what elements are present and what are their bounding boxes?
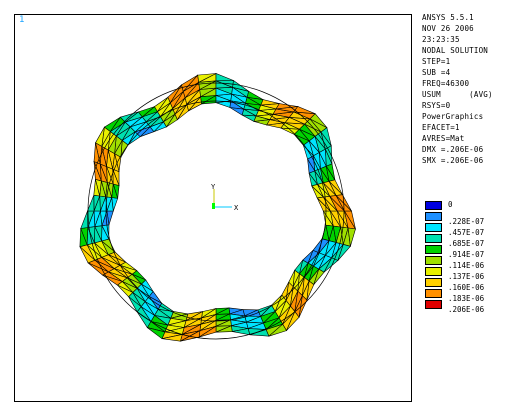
mesh-element — [286, 311, 300, 331]
mesh-element — [102, 274, 123, 286]
info-line: STEP=1 — [422, 57, 451, 66]
mesh-element — [79, 246, 96, 264]
mesh-element — [80, 210, 89, 229]
mesh-elements — [79, 73, 357, 342]
legend-entry: .228E-07 — [425, 211, 515, 226]
mesh-element — [93, 179, 101, 197]
mesh-element — [167, 84, 182, 104]
legend-value: .685E-07 — [448, 239, 485, 248]
legend-value: .914E-07 — [448, 250, 485, 259]
legend-value: 0 — [448, 200, 453, 209]
legend-swatch — [425, 289, 442, 298]
info-line: EFACET=1 — [422, 123, 460, 132]
legend-swatch — [425, 234, 442, 243]
mesh-element — [309, 113, 328, 128]
legend-value: .457E-07 — [448, 228, 485, 237]
info-line: ANSYS 5.5.1 — [422, 13, 474, 22]
legend-entry: .160E-06 — [425, 277, 515, 292]
mesh-element — [293, 106, 316, 114]
mesh-element — [320, 127, 332, 146]
info-line: DMX =.206E-06 — [422, 145, 484, 154]
mesh-element — [180, 330, 201, 342]
mesh-element — [328, 179, 343, 195]
legend-entry: .137E-06 — [425, 266, 515, 281]
mesh-element — [197, 73, 217, 83]
info-line: FREQ=46300 — [422, 79, 470, 88]
legend-value: .114E-06 — [448, 261, 485, 270]
mesh-element — [298, 294, 308, 318]
legend-swatch — [425, 267, 442, 276]
mesh-element — [147, 327, 166, 340]
mesh-element — [268, 323, 287, 337]
undeformed-outline — [87, 82, 345, 340]
legend-value: .206E-06 — [448, 305, 485, 314]
mesh-element — [95, 126, 105, 147]
legend-swatch — [425, 300, 442, 309]
legend-entry: .114E-06 — [425, 255, 515, 270]
triad-y-label: Y — [211, 183, 216, 191]
mesh-element — [325, 163, 336, 180]
mesh-element — [79, 228, 88, 248]
legend-value: .137E-06 — [448, 272, 485, 281]
undeformed-outline — [105, 100, 327, 322]
info-line: SUB =4 — [422, 68, 451, 77]
mesh-element — [198, 325, 217, 338]
legend-entry: .206E-06 — [425, 299, 515, 314]
legend-value: .228E-07 — [448, 217, 485, 226]
legend-swatch — [425, 201, 442, 210]
contour-legend: 0 .228E-07 .457E-07 .685E-07 .914E-07 .114E-0… — [425, 200, 515, 314]
info-line: SMX =.206E-06 — [422, 156, 484, 165]
info-line: AVRES=Mat — [422, 134, 465, 143]
mesh-element — [215, 73, 234, 82]
legend-entry: .914E-07 — [425, 244, 515, 259]
info-line: PowerGraphics — [422, 112, 484, 121]
legend-swatch — [425, 223, 442, 232]
legend-value: .160E-06 — [448, 283, 485, 292]
mesh-element — [313, 268, 325, 285]
mesh-element — [117, 284, 134, 298]
legend-swatch — [425, 245, 442, 254]
mesh-element — [137, 106, 155, 118]
mesh-element — [87, 195, 95, 212]
mesh-element — [128, 296, 142, 313]
mesh-element — [337, 244, 351, 261]
info-line: NOV 26 2006 — [422, 24, 474, 33]
coordinate-triad: Y X — [211, 183, 239, 212]
legend-entry: .685E-07 — [425, 233, 515, 248]
info-line: USUM (AVG) — [422, 90, 493, 99]
window-number: 1 — [19, 15, 25, 25]
mesh-element — [232, 328, 251, 336]
mesh-element — [306, 280, 315, 301]
mesh-element — [347, 227, 356, 247]
legend-entry: .457E-07 — [425, 222, 515, 237]
undeformed-edge — [87, 82, 345, 340]
graphics-viewport[interactable]: 1 Y X — [14, 14, 412, 402]
info-line: RSYS=0 — [422, 101, 451, 110]
triad-x-label: X — [234, 204, 239, 212]
legend-swatch — [425, 256, 442, 265]
fe-ring-model[interactable] — [15, 15, 411, 401]
info-line: 23:23:35 — [422, 35, 460, 44]
mesh-element — [161, 334, 183, 342]
mesh-element — [215, 325, 233, 333]
mesh-element — [246, 90, 264, 100]
legend-entry: 0 — [425, 200, 515, 211]
info-line: NODAL SOLUTION — [422, 46, 489, 55]
legend-value: .183E-06 — [448, 294, 485, 303]
mesh-element — [103, 116, 121, 132]
mesh-element — [181, 74, 198, 93]
legend-swatch — [425, 212, 442, 221]
legend-swatch — [425, 278, 442, 287]
mesh-element — [325, 145, 333, 165]
legend-entry: .183E-06 — [425, 288, 515, 303]
solution-info-panel: ANSYS 5.5.1 NOV 26 2006 23:23:35 NODAL SOLU… — [422, 12, 514, 166]
mesh-element — [275, 103, 298, 110]
mesh-element — [154, 96, 169, 113]
mesh-element — [260, 99, 280, 106]
